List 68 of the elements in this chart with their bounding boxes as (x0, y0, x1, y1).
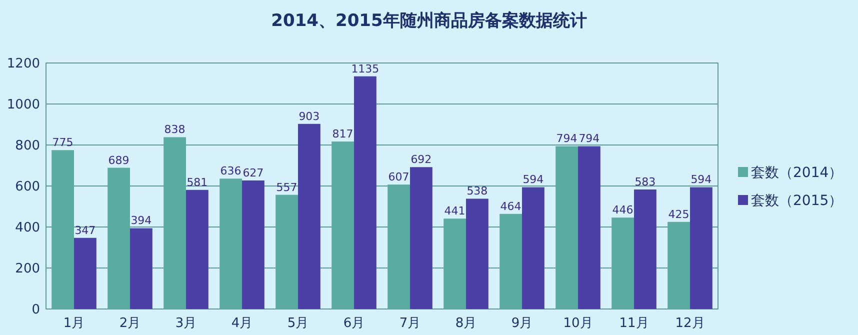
bar (108, 168, 130, 309)
data-label: 446 (612, 204, 634, 217)
data-label: 794 (578, 132, 600, 146)
bar (466, 198, 488, 309)
data-label: 838 (164, 123, 186, 136)
bar (130, 228, 152, 309)
bar (410, 167, 432, 309)
data-label: 636 (220, 164, 242, 178)
bar (668, 222, 690, 309)
x-tick-label: 1月 (63, 316, 85, 331)
x-tick-label: 5月 (287, 316, 309, 331)
y-tick-label: 1200 (6, 56, 40, 72)
y-tick-label: 200 (15, 262, 40, 277)
y-tick-label: 1000 (6, 98, 40, 113)
data-label: 347 (74, 224, 96, 237)
bar (444, 218, 466, 309)
data-label: 692 (410, 153, 432, 166)
data-label: 441 (444, 204, 466, 218)
data-label: 903 (298, 110, 320, 123)
bar (52, 150, 74, 309)
bar (690, 187, 712, 309)
x-tick-label: 10月 (563, 316, 593, 331)
bar (242, 180, 264, 309)
x-tick-label: 8月 (455, 316, 477, 331)
bar (634, 189, 656, 309)
y-tick-label: 800 (15, 138, 40, 154)
bar (74, 238, 96, 309)
data-label: 1135 (351, 62, 380, 76)
bar (612, 218, 634, 309)
bar (388, 184, 410, 309)
legend-label: 套数（2015） (751, 192, 843, 209)
legend-label: 套数（2014） (751, 164, 843, 181)
bar (220, 178, 242, 309)
bar (298, 124, 320, 309)
x-tick-label: 4月 (231, 316, 253, 331)
bar (332, 142, 354, 309)
bar (276, 194, 298, 309)
data-label: 627 (242, 166, 264, 180)
data-label: 594 (690, 173, 712, 186)
bar (578, 146, 600, 309)
x-tick-label: 11月 (619, 316, 649, 331)
bar (354, 76, 376, 309)
data-label: 538 (466, 184, 488, 198)
data-label: 689 (108, 154, 130, 167)
x-tick-label: 3月 (175, 316, 197, 331)
y-tick-label: 0 (32, 302, 40, 318)
data-label: 581 (186, 176, 208, 189)
data-label: 394 (130, 214, 152, 228)
x-tick-label: 6月 (343, 316, 365, 331)
data-label: 594 (522, 173, 544, 186)
y-tick-label: 600 (15, 180, 40, 195)
bar (500, 214, 522, 309)
x-tick-label: 9月 (511, 316, 533, 331)
chart-title: 2014、2015年随州商品房备案数据统计 (271, 10, 587, 31)
data-label: 583 (634, 175, 656, 188)
data-label: 607 (388, 170, 410, 184)
x-tick-label: 2月 (119, 316, 141, 331)
data-label: 425 (668, 208, 690, 221)
bar (556, 146, 578, 309)
data-label: 817 (332, 128, 354, 141)
x-tick-label: 12月 (675, 316, 705, 331)
data-label: 464 (500, 200, 522, 213)
bar (164, 137, 186, 309)
data-label: 794 (556, 132, 578, 146)
y-tick-label: 400 (15, 220, 40, 236)
x-tick-label: 7月 (399, 316, 421, 331)
bar (186, 190, 208, 309)
bar (522, 187, 544, 309)
